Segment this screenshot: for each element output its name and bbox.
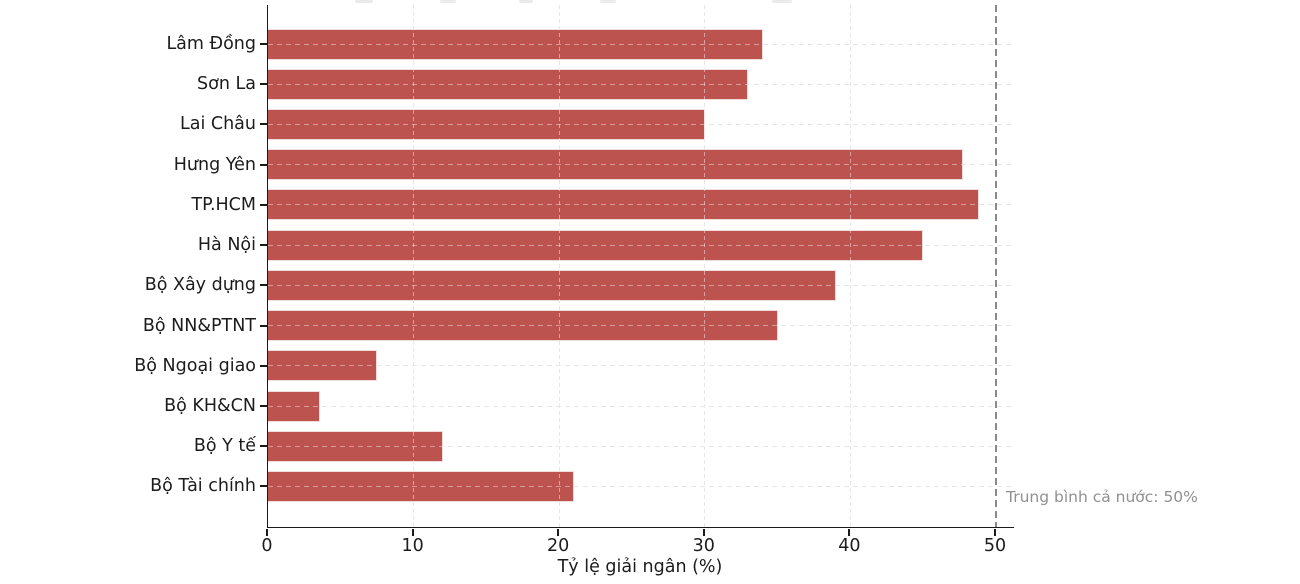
x-tick-label: 0 [261,536,273,556]
gridline-horizontal-overlay [268,244,1014,246]
bar [268,390,321,422]
gridline-horizontal-overlay [268,445,1014,447]
bar [268,350,378,382]
x-tick-label: 50 [983,536,1007,556]
category-label: Bộ Y tế [193,436,256,457]
reference-line-label: Trung bình cả nước: 50% [1006,488,1198,506]
category-label: Bộ Ngoại giao [134,355,256,376]
y-axis-tick [260,485,267,488]
clipped-title-remnant [600,0,616,3]
y-axis-tick [260,405,267,408]
x-axis-tick [848,529,851,536]
bar [268,470,574,502]
plot-area [267,5,1014,528]
clipped-title-remnant [440,0,456,3]
y-axis-tick [260,244,267,247]
x-axis-tick [702,529,705,536]
gridline-vertical-overlay [413,5,415,527]
x-tick-label: 10 [401,536,424,556]
gridline-horizontal-overlay [268,365,1014,367]
clipped-title-remnant [519,0,533,3]
gridline-horizontal-overlay [268,284,1014,286]
y-axis-tick [260,83,267,86]
category-label: TP.HCM [191,194,256,215]
x-tick-label: 20 [547,536,570,556]
gridline-vertical-overlay [558,5,560,527]
gridline-horizontal-overlay [268,204,1014,206]
gridline-horizontal-overlay [268,83,1014,85]
y-axis-tick [260,284,267,287]
y-axis-tick [260,203,267,206]
gridline-horizontal-overlay [268,43,1014,45]
category-label: Bộ NN&PTNT [142,315,256,336]
reference-line [995,5,997,527]
x-axis-tick [411,529,414,536]
bar [268,28,764,60]
gridline-vertical [849,5,851,527]
gridline-vertical [413,5,415,527]
gridline-horizontal-overlay [268,325,1014,327]
category-label: Lai Châu [179,114,256,135]
y-axis-tick [260,445,267,448]
gridline-horizontal-overlay [268,123,1014,125]
y-axis-tick [260,364,267,367]
x-tick-label: 40 [838,536,861,556]
bar [268,68,749,100]
gridline-horizontal [268,365,1014,367]
gridline-horizontal-overlay [268,164,1014,166]
gridline-horizontal-overlay [268,485,1014,487]
category-label: Hưng Yên [173,154,256,175]
bar [268,310,778,342]
bar [268,189,979,221]
category-label: Lâm Đồng [166,34,256,54]
bar [268,108,705,140]
bar [268,229,924,261]
y-axis-tick [260,43,267,45]
x-axis-tick [994,529,996,536]
category-label: Bộ Xây dựng [144,275,256,296]
category-label: Hà Nội [197,235,256,256]
gridline-horizontal [268,445,1014,447]
category-label: Bộ KH&CN [164,396,256,417]
x-tick-label: 30 [692,536,715,556]
bar [268,430,443,462]
x-axis-tick [266,529,268,536]
category-label: Sơn La [197,74,256,95]
x-axis-tick [557,529,560,536]
y-axis-tick [260,324,267,327]
gridline-vertical [704,5,706,527]
bar [268,149,963,181]
category-label: Bộ Tài chính [150,476,256,497]
gridline-vertical [558,5,560,527]
x-axis-title: Tỷ lệ giải ngân (%) [557,557,723,577]
y-axis-tick [260,123,267,126]
clipped-title-remnant [355,0,373,3]
clipped-title-remnant [772,0,792,3]
gridline-horizontal-overlay [268,405,1014,407]
y-axis-tick [260,163,267,166]
gridline-horizontal [268,485,1014,487]
bar [268,269,836,301]
gridline-vertical-overlay [704,5,706,527]
gridline-horizontal [268,405,1014,407]
gridline-vertical-overlay [849,5,851,527]
